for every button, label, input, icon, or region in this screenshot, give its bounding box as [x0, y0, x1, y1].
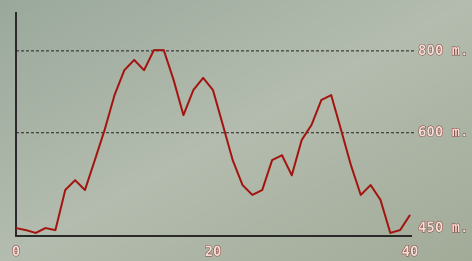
- background: [0, 0, 472, 261]
- y-tick-label: 600 m.: [418, 125, 469, 141]
- x-tick-label: 40: [402, 244, 419, 260]
- x-tick-label: 0: [12, 244, 20, 260]
- y-tick-label: 800 m.: [418, 43, 469, 59]
- chart: 450 m. 600 m. 800 m. 0 20 40: [0, 0, 472, 261]
- y-tick-label: 450 m.: [418, 220, 469, 236]
- x-tick-label: 20: [205, 244, 222, 260]
